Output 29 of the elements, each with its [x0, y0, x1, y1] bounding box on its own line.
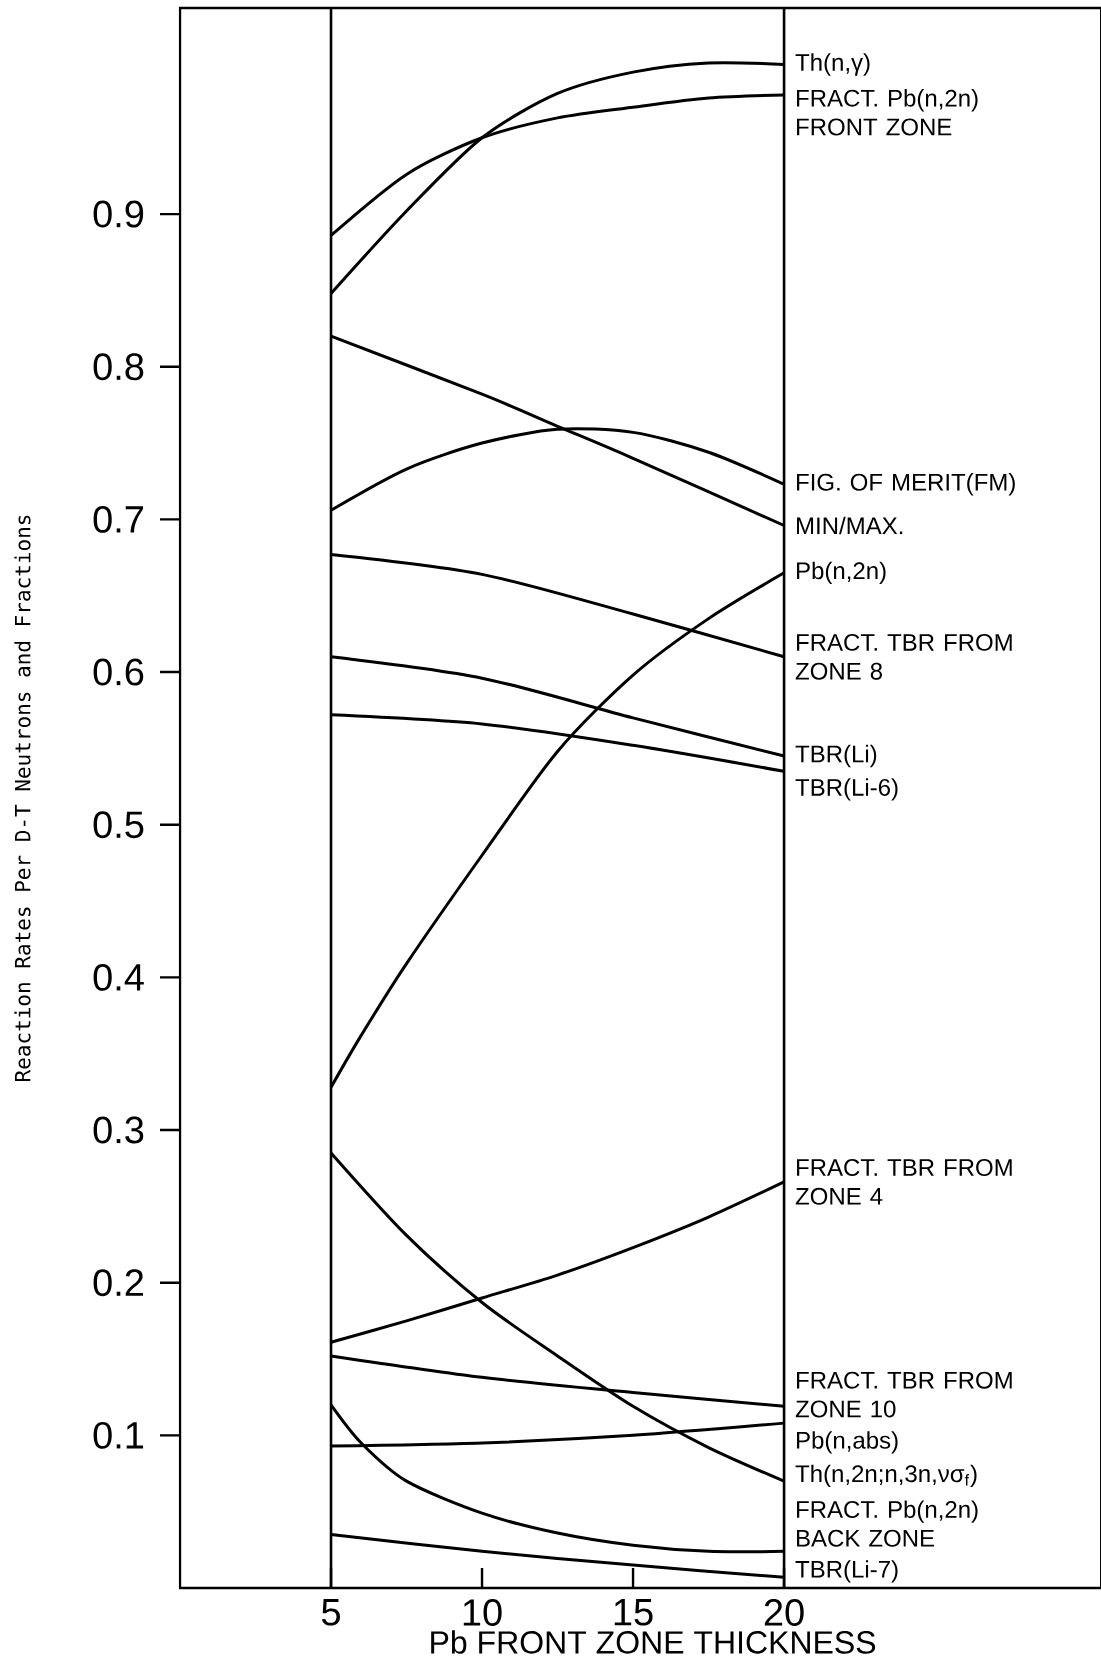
series-label: TBR(Li)	[795, 744, 877, 768]
y-tick-label: 0.5	[93, 811, 144, 839]
y-tick-label: 0.8	[93, 353, 144, 381]
series-label: Th(n,2n;n,3n,νσ$_{f}$)	[795, 1464, 977, 1487]
series-label: FRACT. TBR FROM ZONE 4	[795, 1159, 1012, 1205]
series-label: MIN/MAX.	[797, 516, 903, 535]
y-tick-label: 0.2	[93, 1269, 144, 1297]
series-label: TBR(Li-6)	[795, 778, 898, 801]
x-tick-label: 5	[321, 1599, 340, 1626]
x-tick-label: 15	[614, 1599, 653, 1626]
series-label: FRACT. TBR FROM ZONE 8	[795, 633, 1012, 680]
series-label: FRACT. Pb(n,2n) FRONT ZONE	[797, 89, 978, 136]
y-axis-title: Reaction Rates Per D-T Neutrons and Fractions	[14, 515, 31, 1081]
series-label: FRACT. TBR FROM ZONE 10	[795, 1371, 1012, 1418]
series-label: Pb(n,abs)	[797, 1431, 898, 1454]
series-label: FIG. OF MERIT(FM)	[797, 473, 1015, 496]
x-axis-title: Pb FRONT ZONE THICKNESS	[431, 1630, 876, 1654]
y-tick-label: 0.1	[93, 1421, 144, 1449]
y-tick-label: 0.9	[93, 200, 144, 228]
legend-label: TBR(Li-7)	[795, 1560, 898, 1583]
series-label: Pb(n,2n)	[797, 561, 886, 584]
x-tick-label: 10	[463, 1599, 502, 1626]
x-tick-label: 20	[764, 1599, 804, 1626]
y-tick-label: 0.4	[93, 963, 144, 991]
series-label: Th(n,γ)	[795, 53, 870, 76]
y-tick-label: 0.6	[93, 658, 144, 686]
y-tick-label: 0.3	[93, 1116, 144, 1144]
y-tick-label: 0.7	[93, 505, 144, 533]
series-label: FRACT. Pb(n,2n) BACK ZONE	[797, 1500, 978, 1547]
